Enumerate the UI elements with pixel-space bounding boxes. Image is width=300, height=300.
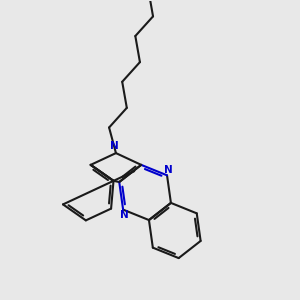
Text: N: N bbox=[120, 210, 129, 220]
Text: N: N bbox=[110, 141, 119, 151]
Text: N: N bbox=[164, 165, 173, 175]
